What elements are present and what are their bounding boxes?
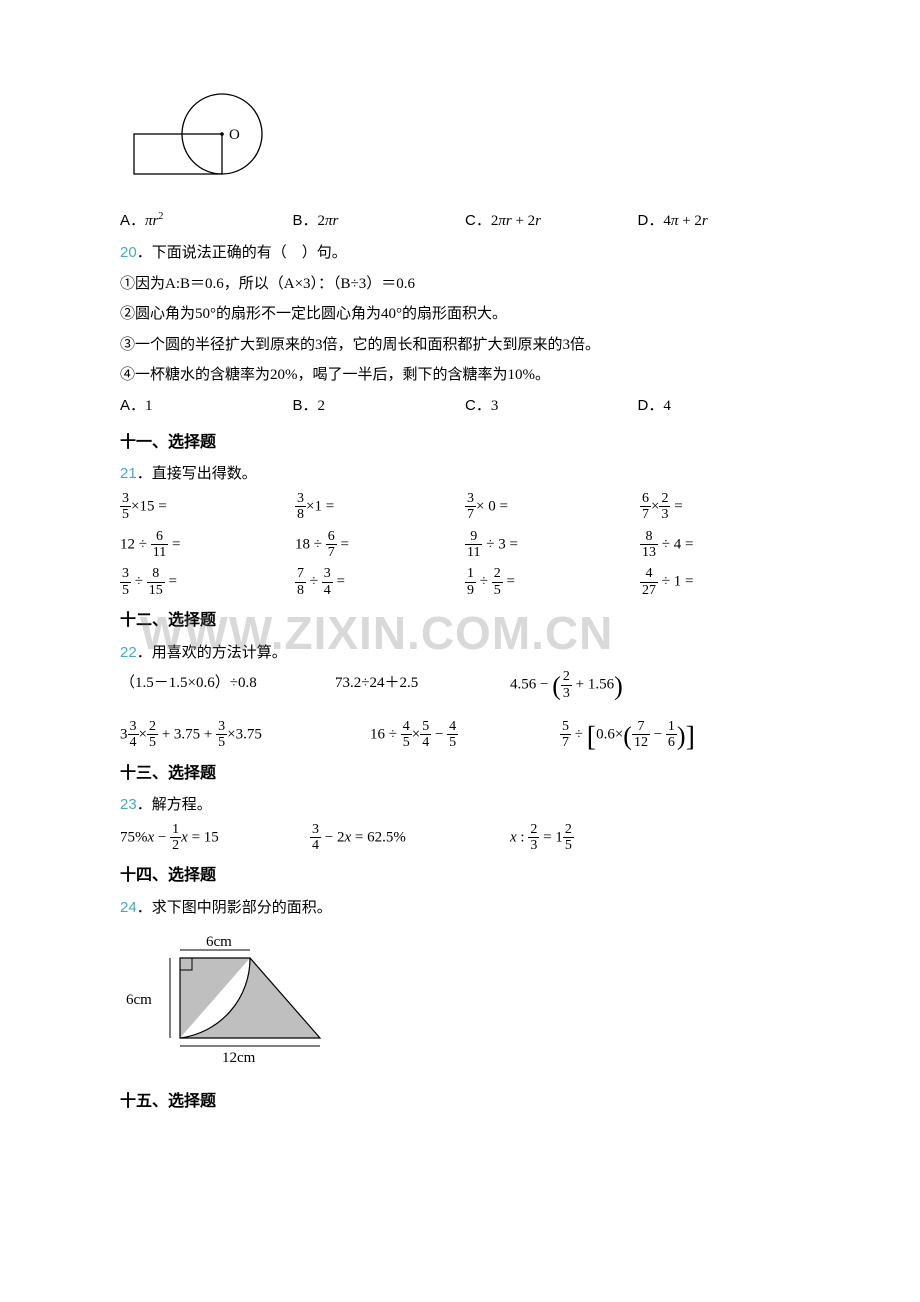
trap-bottom-label: 12cm (222, 1050, 256, 1066)
q24-num: 24 (120, 899, 137, 916)
q23-stem: 23．解方程。 (120, 791, 810, 820)
q19-options: A．πr2 B．2πr C．2πr + 2r D．4π + 2r (120, 207, 810, 236)
q22-row2: 334×25 + 3.75 + 35×3.75 16 ÷ 45×54 − 45 … (120, 719, 810, 751)
q19-opt-a: A．πr2 (120, 207, 293, 236)
q21-row2: 12 ÷ 611 = 18 ÷ 67 = 911 ÷ 3 = 813 ÷ 4 = (120, 529, 810, 561)
q23-row: 75%x − 12x = 15 34 − 2x = 62.5% x : 23 =… (120, 822, 810, 854)
q20-opt-a: A．1 (120, 392, 293, 421)
q22-num: 22 (120, 644, 137, 661)
q20-s1: ①因为A:B＝0.6，所以（A×3）：（B÷3）＝0.6 (120, 270, 810, 299)
q24-stem: 24．求下图中阴影部分的面积。 (120, 894, 810, 923)
heading-14: 十四、选择题 (120, 861, 810, 891)
q20-options: A．1 B．2 C．3 D．4 (120, 392, 810, 421)
heading-11: 十一、选择题 (120, 428, 810, 458)
q23-num: 23 (120, 796, 137, 813)
trap-left-label: 6cm (126, 992, 152, 1008)
q20-num: 20 (120, 244, 137, 261)
trap-top-label: 6cm (206, 934, 232, 950)
q19-opt-b: B．2πr (293, 207, 466, 236)
q21-stem-text: ．直接写出得数。 (137, 466, 257, 482)
figure-circle-rect: O (122, 90, 810, 201)
q19-opt-c: C．2πr + 2r (465, 207, 638, 236)
q20-opt-c: C．3 (465, 392, 638, 421)
q21-row3: 35 ÷ 815 = 78 ÷ 34 = 19 ÷ 25 = 427 ÷ 1 = (120, 566, 810, 598)
q24-stem-text: ．求下图中阴影部分的面积。 (137, 900, 332, 916)
q20-stem: 20．下面说法正确的有（ ）句。 (120, 239, 810, 268)
q20-opt-d: D．4 (638, 392, 811, 421)
q22-stem: 22．用喜欢的方法计算。 (120, 639, 810, 668)
heading-15: 十五、选择题 (120, 1087, 810, 1117)
q23-stem-text: ．解方程。 (137, 797, 212, 813)
q22-stem-text: ．用喜欢的方法计算。 (137, 645, 287, 661)
q21-stem: 21．直接写出得数。 (120, 460, 810, 489)
heading-13: 十三、选择题 (120, 759, 810, 789)
figure-trapezoid: 6cm 6cm 12cm (120, 928, 810, 1079)
svg-text:O: O (229, 127, 240, 143)
q21-num: 21 (120, 465, 137, 482)
q20-opt-b: B．2 (293, 392, 466, 421)
q20-s4: ④一杯糖水的含糖率为20%，喝了一半后，剩下的含糖率为10%。 (120, 361, 810, 390)
q21-row1: 35×15 = 38×1 = 37× 0 = 67×23 = (120, 491, 810, 523)
q20-s3: ③一个圆的半径扩大到原来的3倍，它的周长和面积都扩大到原来的3倍。 (120, 331, 810, 360)
q20-stem-text: ．下面说法正确的有（ ）句。 (137, 245, 347, 261)
q19-opt-d: D．4π + 2r (638, 207, 811, 236)
heading-12: 十二、选择题 (120, 606, 810, 636)
q22-row1: （1.5－1.5×0.6）÷0.8 73.2÷24＋2.5 4.56 − (23… (120, 669, 810, 701)
q20-s2: ②圆心角为50°的扇形不一定比圆心角为40°的扇形面积大。 (120, 300, 810, 329)
